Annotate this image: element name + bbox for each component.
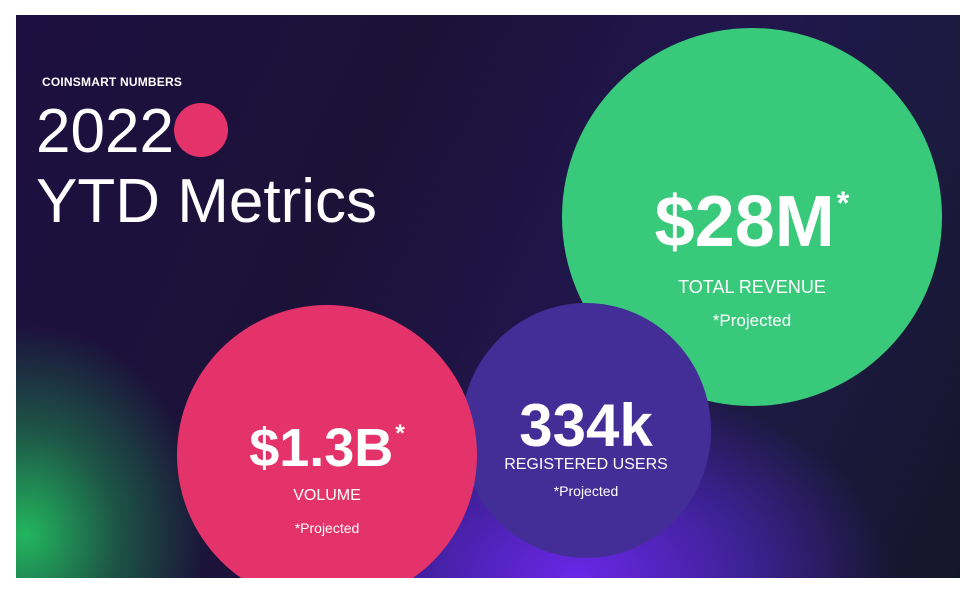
metric-note: *Projected <box>294 520 360 536</box>
metric-value: $1.3B* <box>177 417 477 479</box>
metric-value-text: 334k <box>519 392 653 459</box>
metric-label: TOTAL REVENUE <box>678 277 826 297</box>
metric-value-text: $28M <box>654 182 835 262</box>
metric-note: *Projected <box>712 311 792 330</box>
metric-note: *Projected <box>553 483 619 499</box>
metric-asterisk: * <box>836 184 850 221</box>
metric-circle-volume: $1.3B* VOLUME *Projected <box>177 305 477 578</box>
metric-value-text: $1.3B <box>249 418 394 478</box>
metric-label: REGISTERED USERS <box>504 456 668 473</box>
title-subtitle: YTD Metrics <box>36 167 377 236</box>
eyebrow-label: COINSMART NUMBERS <box>42 75 183 89</box>
metric-label: VOLUME <box>293 487 361 504</box>
metric-circle-users: 334k REGISTERED USERS *Projected <box>461 303 711 558</box>
metric-value: $28M* <box>562 181 942 263</box>
metric-value: 334k <box>461 391 711 460</box>
slide: COINSMART NUMBERS 2022 YTD Metrics $28M*… <box>16 15 960 578</box>
accent-dot <box>174 103 228 157</box>
title-year: 2022 <box>36 97 174 166</box>
metric-asterisk: * <box>395 419 405 447</box>
